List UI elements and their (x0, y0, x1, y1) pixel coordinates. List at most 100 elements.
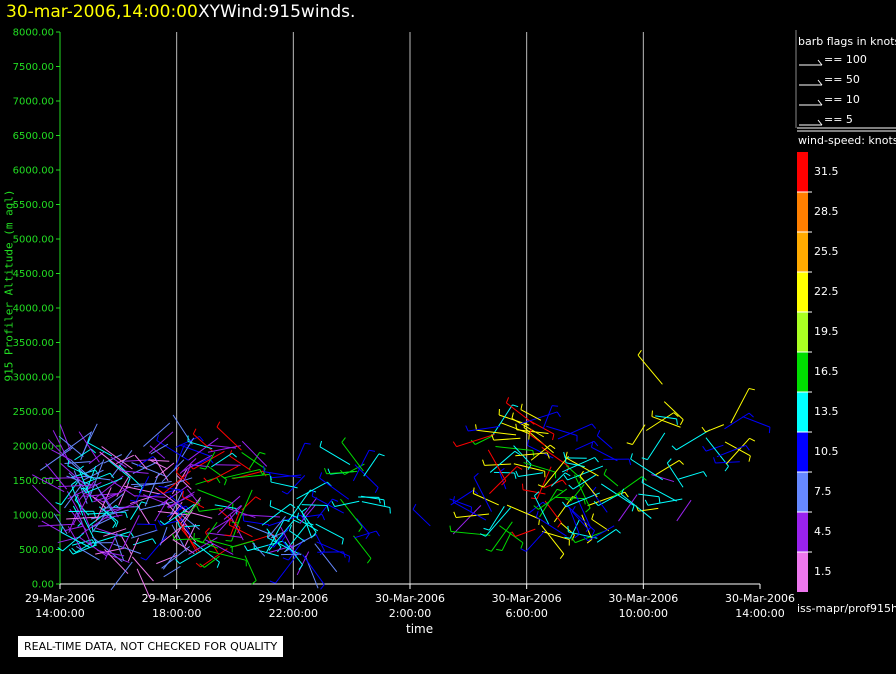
wind-barb (450, 531, 491, 536)
wind-barb (289, 530, 306, 542)
wind-barb (579, 475, 598, 498)
wind-barb (215, 464, 241, 466)
wind-barb (127, 537, 140, 562)
wind-barb (474, 435, 493, 445)
wind-barb (179, 525, 200, 528)
wind-barb-flag (591, 423, 597, 429)
colorbar-swatch (797, 192, 808, 232)
wind-barb (319, 477, 350, 500)
wind-barb-flag (591, 530, 596, 537)
wind-barb-flag (514, 472, 517, 479)
wind-barb-flag (326, 505, 330, 512)
wind-barb (166, 494, 194, 508)
wind-barb (267, 516, 286, 539)
wind-barb (174, 538, 201, 541)
wind-barb-flag (181, 524, 186, 530)
wind-barb-flag (641, 476, 647, 481)
colorbar-swatch (797, 512, 808, 552)
wind-barb (182, 510, 213, 519)
wind-barb (296, 551, 310, 576)
wind-barb (97, 550, 125, 557)
wind-barb-flag (511, 531, 516, 537)
wind-barb (676, 499, 692, 522)
wind-barb (296, 443, 306, 461)
wind-barb-flag (571, 537, 576, 543)
wind-barb (473, 493, 499, 506)
wind-barb-flag (603, 468, 607, 475)
wind-barb (491, 521, 513, 552)
wind-barb (154, 457, 169, 482)
wind-barb (72, 544, 98, 555)
wind-barb (62, 532, 85, 552)
wind-barb (506, 504, 540, 520)
wind-barb (64, 525, 83, 532)
barb-legend-flag (817, 79, 823, 86)
wind-barb (676, 429, 711, 451)
wind-barb (334, 500, 360, 508)
wind-barb-flag (341, 538, 344, 545)
wind-barb (77, 512, 93, 548)
wind-barb (229, 455, 251, 471)
wind-barb (134, 495, 166, 498)
wind-barb-flag (512, 404, 519, 408)
wind-barb (254, 548, 279, 557)
wind-barb-flag (658, 496, 661, 503)
x-tick-time: 14:00:00 (35, 607, 84, 620)
y-tick-label: 3500.00 (13, 338, 54, 349)
chart-datetime: 30-mar-2006,14:00:00 (6, 2, 198, 22)
wind-barb-flag (298, 564, 303, 570)
wind-barb (284, 541, 303, 566)
wind-barb (177, 519, 198, 553)
wind-barb (299, 504, 317, 525)
wind-barb (356, 518, 370, 535)
wind-barb-flag (177, 515, 183, 521)
wind-barb (341, 442, 364, 472)
wind-barb (223, 469, 260, 479)
wind-barb-flag (55, 502, 62, 506)
wind-barb-flag (348, 556, 351, 563)
chart-product: XYWind:915winds. (198, 2, 356, 22)
wind-barb-flag (87, 436, 90, 443)
wind-barb (269, 505, 299, 519)
wind-barb (101, 493, 124, 513)
colorbar-swatch (797, 432, 808, 472)
wind-barb (525, 530, 546, 552)
wind-barb (567, 465, 604, 481)
wind-barb (587, 491, 626, 507)
wind-barb-flag (320, 584, 325, 590)
wind-barb (81, 514, 110, 535)
colorbar-label: 31.5 (814, 165, 839, 178)
wind-barb (101, 446, 133, 470)
wind-barb (326, 470, 358, 475)
wind-barb (273, 526, 290, 548)
y-tick-label: 8000.00 (13, 28, 54, 39)
wind-barb-flag (81, 487, 88, 490)
wind-barb-flag (537, 484, 544, 488)
wind-barb (164, 503, 195, 525)
wind-barb-flag (378, 453, 385, 457)
wind-barb-flag (559, 553, 565, 560)
wind-barb (181, 454, 213, 472)
wind-barb-flag (177, 521, 181, 528)
wind-barb (148, 431, 174, 454)
wind-barb-flag (177, 506, 183, 512)
wind-barb-flag (593, 440, 599, 447)
barb-legend-label: == 100 (824, 53, 867, 66)
wind-barb (274, 551, 300, 584)
wind-barb-flag (374, 487, 379, 493)
wind-barb-flag (630, 453, 633, 460)
wind-barb-flag (644, 499, 649, 506)
wind-barb (60, 463, 89, 488)
wind-barb-flag (71, 547, 77, 553)
colorbar-swatch (797, 152, 808, 192)
wind-barb (211, 452, 233, 468)
wind-barb-flag (290, 503, 296, 509)
wind-barb (93, 491, 122, 503)
wind-barb (247, 524, 278, 538)
wind-barb-flag (579, 470, 584, 477)
wind-barb-flag (591, 513, 595, 520)
barb-legend-title: barb flags in knots (798, 35, 896, 48)
wind-barb (264, 471, 301, 479)
wind-barb (83, 469, 104, 481)
